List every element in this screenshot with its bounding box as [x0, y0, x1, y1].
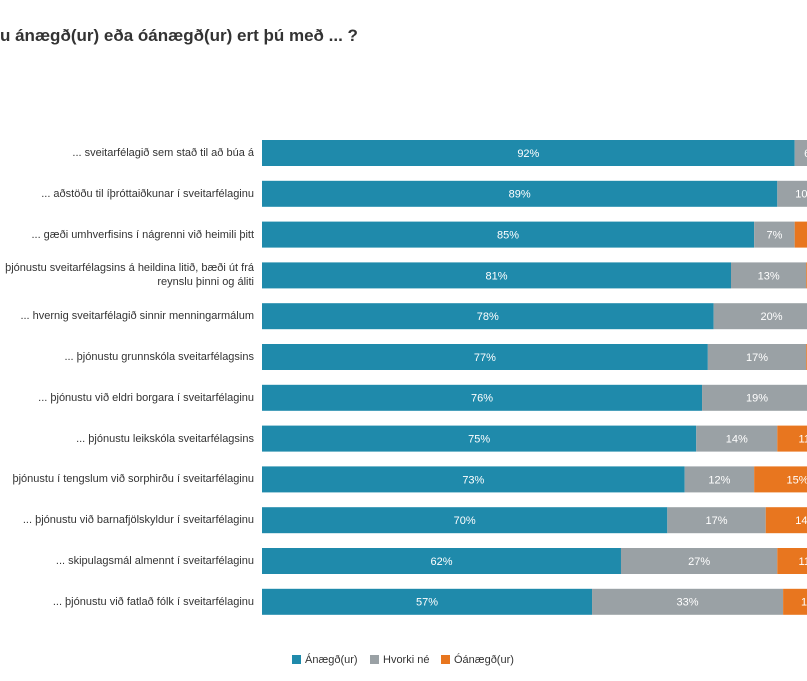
- value-label: 89%: [509, 189, 531, 201]
- bar-segment: [794, 221, 807, 248]
- category-label: ... skipulagsmál almennt í sveitarfélagi…: [55, 555, 254, 567]
- value-label: 78%: [477, 311, 499, 323]
- category-label: ... þjónustu leikskóla sveitarfélagsins: [76, 432, 254, 445]
- category-label: þjónustu sveitarfélagsins á heildina lit…: [5, 262, 254, 289]
- bar-segment: [777, 548, 807, 574]
- value-label: 10%: [795, 189, 807, 201]
- bar-segment: [620, 548, 778, 574]
- legend-swatch: [370, 655, 379, 664]
- category-label: ... sveitarfélagið sem stað til að búa á: [72, 147, 254, 159]
- legend-label: Ánægð(ur): [305, 653, 358, 666]
- bar-segment: [262, 303, 714, 330]
- bar-segment: [702, 384, 807, 411]
- legend-swatch: [292, 655, 301, 664]
- value-label: 12%: [708, 474, 730, 486]
- value-label: 14%: [726, 434, 748, 446]
- value-label: 13%: [758, 270, 780, 282]
- value-label: 73%: [462, 474, 484, 486]
- value-label: 14%: [795, 515, 807, 527]
- category-label: ... hvernig sveitarfélagið sinnir mennin…: [20, 310, 254, 323]
- legend-swatch: [441, 655, 450, 664]
- value-label: 7%: [766, 230, 782, 242]
- bar-segment: [262, 140, 795, 166]
- value-label: 27%: [688, 556, 710, 568]
- value-label: 19%: [746, 393, 768, 405]
- value-label: 10%: [801, 597, 807, 609]
- value-label: 15%: [787, 474, 807, 486]
- bar-segment: [730, 262, 807, 289]
- bar-segment: [794, 140, 807, 166]
- bar-segment: [262, 384, 703, 411]
- bar-segment: [777, 425, 807, 452]
- bar-segment: [713, 303, 807, 330]
- value-label: 77%: [474, 352, 496, 364]
- value-label: 81%: [485, 270, 507, 282]
- category-label: ... þjónustu grunnskóla sveitarfélagsins: [64, 351, 254, 363]
- bar-segment: [262, 344, 708, 370]
- bar-segment: [667, 507, 766, 534]
- bar-segment: [754, 466, 807, 493]
- category-label: ... þjónustu við eldri borgara í sveitar…: [38, 391, 254, 404]
- bar-segment: [262, 507, 668, 534]
- value-label: 17%: [746, 352, 768, 364]
- bar-segment: [262, 588, 593, 615]
- value-label: 85%: [497, 230, 519, 242]
- bar-segment: [707, 344, 807, 370]
- bar-segment: [262, 466, 685, 493]
- value-label: 75%: [468, 434, 490, 446]
- value-label: 62%: [430, 556, 452, 568]
- bar-segment: [262, 548, 621, 574]
- value-label: 11%: [799, 434, 807, 446]
- value-label: 76%: [471, 393, 493, 405]
- bar-segment: [684, 466, 755, 493]
- bar-segment: [696, 425, 778, 452]
- legend-label: Hvorki né: [383, 654, 429, 666]
- bar-segment: [754, 221, 795, 248]
- category-label: ... gæði umhverfisins í nágrenni við hei…: [31, 228, 254, 241]
- value-label: 70%: [454, 515, 476, 527]
- bar-segment: [592, 588, 784, 615]
- category-label: ... þjónustu við fatlað fólk í sveitarfé…: [52, 595, 254, 608]
- bar-segment: [765, 507, 807, 534]
- value-label: 33%: [677, 597, 699, 609]
- bar-segment: [783, 588, 807, 615]
- bar-segment: [262, 425, 697, 452]
- category-label: ... aðstöðu til íþróttaiðkunar í sveitar…: [41, 187, 254, 200]
- bar-segment: [777, 180, 807, 207]
- bar-segment: [262, 262, 731, 289]
- value-label: 92%: [517, 148, 539, 160]
- category-label: ... þjónustu við barnafjölskyldur í svei…: [22, 514, 254, 527]
- value-label: 17%: [705, 515, 727, 527]
- value-label: 11%: [799, 556, 807, 568]
- bar-segment: [262, 221, 755, 248]
- value-label: 6%: [804, 148, 807, 160]
- value-label: 20%: [761, 311, 783, 323]
- category-label: þjónustu í tengslum við sorphirðu í svei…: [12, 473, 254, 486]
- bar-segment: [262, 180, 778, 207]
- chart-title: u ánægð(ur) eða óánægð(ur) ert þú með ..…: [0, 26, 358, 45]
- value-label: 57%: [416, 597, 438, 609]
- legend-label: Óánægð(ur): [454, 653, 514, 666]
